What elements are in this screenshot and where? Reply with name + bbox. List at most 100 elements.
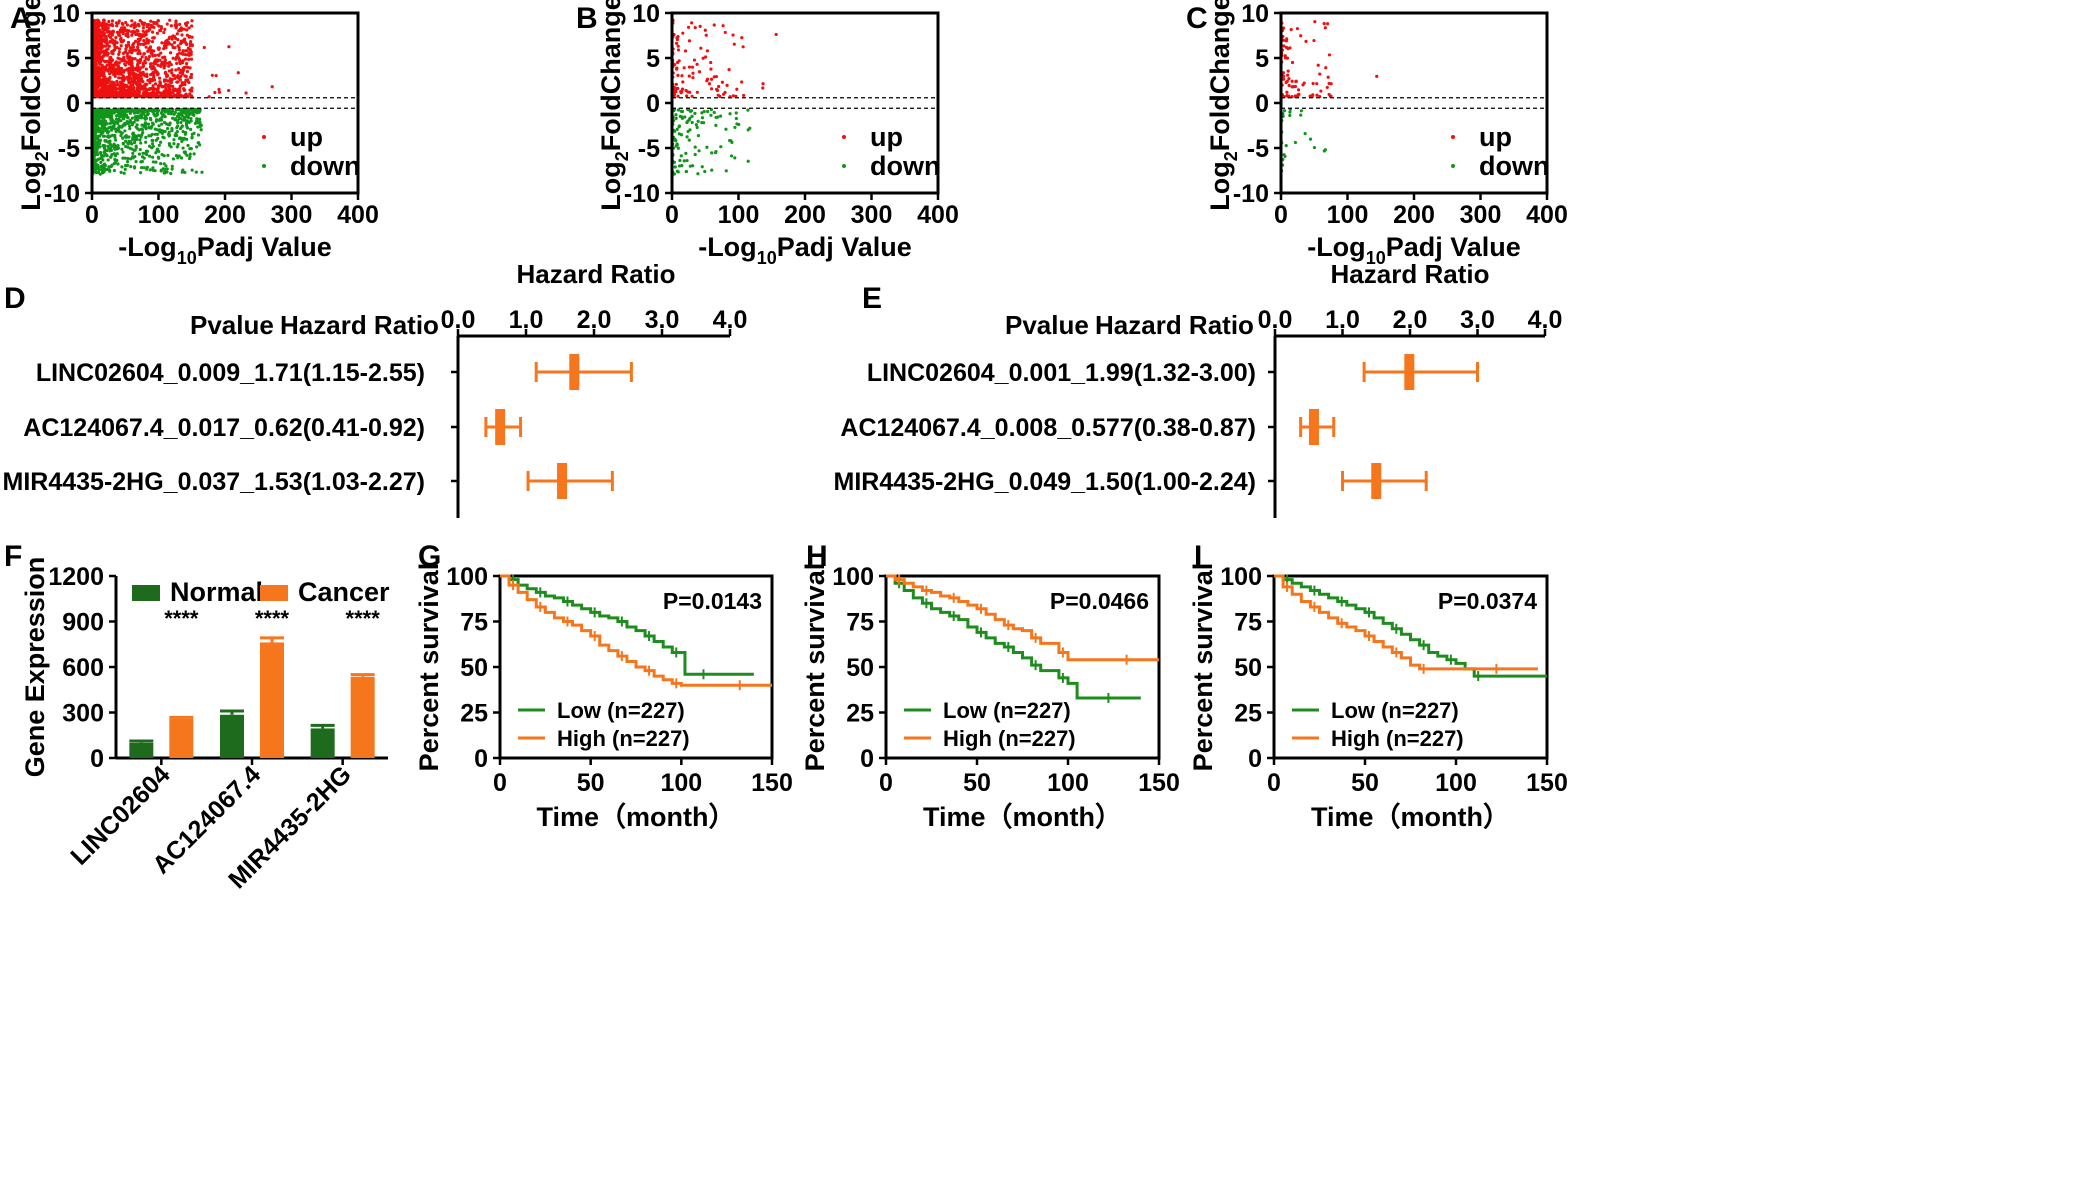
up-point (117, 50, 121, 54)
down-point (144, 140, 148, 144)
down-point (686, 129, 690, 134)
down-point (190, 168, 194, 172)
forest-tick-label: 2.0 (1393, 306, 1428, 334)
down-point (685, 120, 689, 125)
header-pvalue: Pvalue (190, 310, 274, 340)
up-point (139, 77, 144, 82)
legend-normal-label: Normal (170, 577, 263, 607)
up-point (103, 60, 108, 64)
y-tick-label: 300 (62, 700, 104, 728)
x-tick-label: 300 (1460, 201, 1502, 229)
up-point (687, 39, 692, 43)
up-point (175, 80, 179, 84)
down-point (678, 158, 682, 163)
down-point (164, 164, 168, 168)
down-point (719, 145, 723, 149)
up-point (133, 48, 137, 52)
forest-tick-label: 3.0 (645, 306, 680, 334)
down-point (746, 159, 750, 163)
up-point (740, 80, 744, 84)
up-point (176, 44, 180, 48)
survival-curve-low (886, 574, 1141, 700)
down-point (196, 133, 201, 137)
forest-tick-label: 1.0 (1325, 306, 1360, 334)
up-point (674, 82, 678, 86)
up-point (163, 27, 167, 31)
up-point (1327, 53, 1332, 57)
down-point (716, 115, 720, 119)
up-point (1288, 46, 1292, 50)
y-tick-label: -5 (1247, 135, 1269, 163)
down-point (130, 137, 135, 141)
up-point (121, 70, 126, 74)
up-point (124, 20, 128, 25)
down-point (105, 167, 109, 172)
forest-tick-label: 4.0 (1528, 306, 1563, 334)
up-point (732, 42, 736, 46)
down-point (107, 134, 111, 138)
up-point (138, 57, 143, 62)
down-point (126, 108, 130, 113)
up-point (680, 74, 684, 78)
up-point (176, 37, 180, 42)
down-point (147, 125, 151, 129)
up-point (1287, 76, 1291, 81)
up-point (118, 33, 122, 38)
down-point (674, 113, 678, 117)
up-point (142, 52, 146, 56)
down-point (130, 147, 134, 151)
down-point (100, 168, 104, 172)
up-point (121, 85, 125, 89)
up-point (137, 49, 141, 53)
up-point (170, 71, 174, 75)
up-point (741, 45, 745, 49)
up-point (160, 92, 164, 96)
down-point (120, 147, 124, 151)
up-point (761, 86, 765, 90)
up-point (115, 41, 119, 45)
down-point (115, 121, 119, 125)
legend-down-marker (842, 164, 846, 168)
down-point (108, 169, 112, 173)
down-point (138, 109, 142, 113)
down-point (714, 123, 718, 128)
up-point (137, 24, 141, 28)
up-point (171, 91, 175, 95)
up-point (168, 51, 173, 55)
down-point (151, 166, 155, 170)
up-point (709, 60, 713, 65)
y-tick-label: 5 (1255, 45, 1269, 73)
down-point (104, 138, 108, 143)
down-point (99, 151, 103, 155)
up-point (1294, 79, 1298, 84)
down-point (674, 116, 678, 120)
up-point (103, 90, 107, 94)
down-point (180, 170, 184, 174)
y-tick-label: 50 (460, 654, 488, 682)
up-point (1308, 94, 1312, 98)
up-point (174, 19, 178, 23)
up-point (677, 59, 681, 63)
up-point (177, 48, 182, 52)
y-tick-label: -10 (1233, 180, 1269, 208)
down-point (176, 142, 180, 147)
up-point (1285, 37, 1289, 41)
up-point (690, 21, 694, 25)
up-point (119, 76, 124, 80)
up-point (125, 60, 130, 64)
up-point (1296, 88, 1301, 92)
down-point (165, 170, 169, 174)
down-point (746, 108, 750, 112)
down-point (685, 135, 689, 139)
down-point (190, 111, 194, 115)
up-point (96, 58, 100, 62)
down-point (163, 115, 167, 119)
panel-label: D (4, 282, 26, 315)
legend-up-label: up (290, 122, 323, 152)
survival-curve-high (886, 574, 1159, 662)
y-tick-label: 75 (846, 609, 874, 637)
y-tick-label: 10 (52, 0, 80, 28)
up-point (126, 56, 130, 60)
up-point (110, 19, 115, 23)
